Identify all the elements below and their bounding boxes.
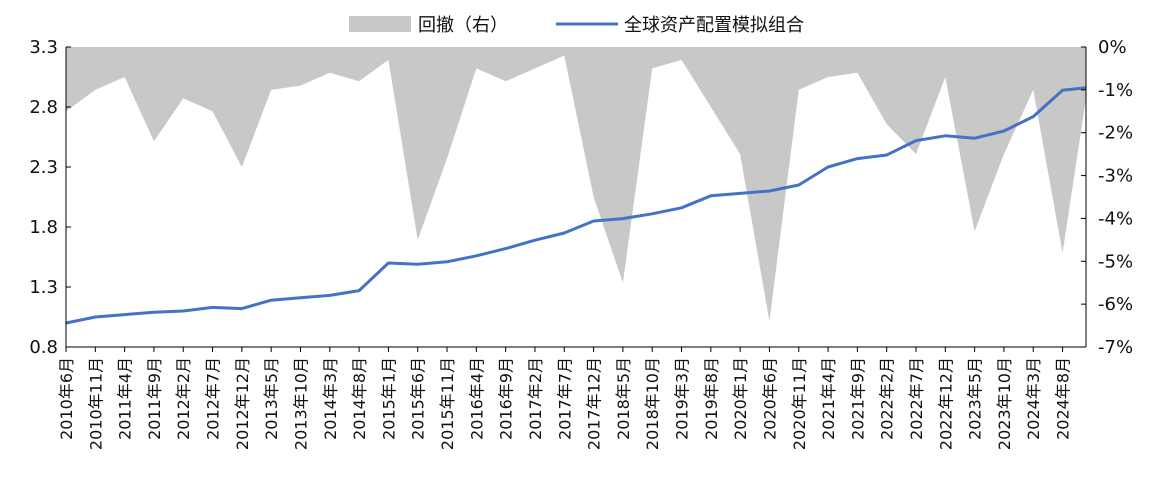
x-tick-label: 2013年10月	[291, 357, 310, 450]
x-tick-label: 2021年4月	[819, 357, 838, 440]
x-tick-label: 2014年8月	[350, 357, 369, 440]
axes: 3.3 2.8 2.3 1.8 1.3 0.8 0% -1% -2% -3% -4% -5% -6% -7…	[29, 37, 1133, 450]
legend: 回撤（右） 全球资产配置模拟组合	[349, 15, 804, 36]
y-left-tick-label: 1.3	[29, 277, 58, 298]
x-tick-label: 2015年11月	[438, 357, 457, 450]
x-tick-label: 2011年9月	[145, 357, 164, 440]
y-right-tick-label: -1%	[1098, 80, 1133, 101]
y-right-tick-label: -5%	[1098, 251, 1133, 272]
y-left-tick-label: 2.8	[29, 97, 58, 118]
x-tick-label: 2022年12月	[936, 357, 955, 450]
legend-swatch-drawdown	[349, 16, 411, 32]
y-left-tick-label: 0.8	[29, 337, 58, 358]
x-tick-label: 2015年6月	[409, 357, 428, 440]
y-right-tick-label: -6%	[1098, 294, 1133, 315]
x-tick-label: 2016年9月	[497, 357, 516, 440]
x-tick-label: 2017年12月	[585, 357, 604, 450]
x-tick-label: 2015年1月	[379, 357, 398, 440]
x-tick-label: 2019年3月	[673, 357, 692, 440]
x-tick-label: 2017年2月	[526, 357, 545, 440]
y-right-tick-label: -7%	[1098, 337, 1133, 358]
x-tick-label: 2010年11月	[86, 357, 105, 450]
y-right-tick-label: -4%	[1098, 208, 1133, 229]
x-tick-label: 2010年6月	[57, 357, 76, 440]
x-tick-label: 2024年8月	[1054, 357, 1073, 440]
x-tick-label: 2012年2月	[174, 357, 193, 440]
y-right-tick-label: 0%	[1098, 37, 1127, 58]
y-right-tick-label: -2%	[1098, 123, 1133, 144]
x-tick-label: 2017年7月	[555, 357, 574, 440]
x-tick-label: 2012年12月	[233, 357, 252, 450]
x-tick-label: 2018年5月	[614, 357, 633, 440]
portfolio-line-group	[65, 86, 1087, 325]
y-left-tick-label: 3.3	[29, 37, 58, 58]
x-tick-label: 2020年6月	[760, 357, 779, 440]
x-tick-label: 2022年7月	[907, 357, 926, 440]
x-tick-label: 2016年4月	[467, 357, 486, 440]
portfolio-line	[65, 86, 1087, 325]
x-tick-label: 2020年1月	[731, 357, 750, 440]
y-right-tick-label: -3%	[1098, 166, 1133, 187]
y-left-tick-label: 1.8	[29, 217, 58, 238]
x-tick-label: 2019年8月	[702, 357, 721, 440]
x-tick-label: 2013年5月	[262, 357, 281, 440]
x-tick-label: 2023年10月	[995, 357, 1014, 450]
drawdown-area	[66, 47, 1086, 322]
x-tick-label: 2014年3月	[321, 357, 340, 440]
x-tick-label: 2021年9月	[848, 357, 867, 440]
x-tick-label: 2012年7月	[204, 357, 223, 440]
x-tick-label: 2020年11月	[790, 357, 809, 450]
x-tick-label: 2011年4月	[116, 357, 135, 440]
legend-label-portfolio: 全球资产配置模拟组合	[624, 15, 804, 36]
x-tick-label: 2024年3月	[1024, 357, 1043, 440]
x-tick-label: 2023年5月	[966, 357, 985, 440]
y-left-tick-label: 2.3	[29, 157, 58, 178]
legend-label-drawdown: 回撤（右）	[418, 15, 508, 36]
drawdown-area-shape	[66, 47, 1086, 322]
x-tick-label: 2018年10月	[643, 357, 662, 450]
x-tick-label: 2022年2月	[878, 357, 897, 440]
